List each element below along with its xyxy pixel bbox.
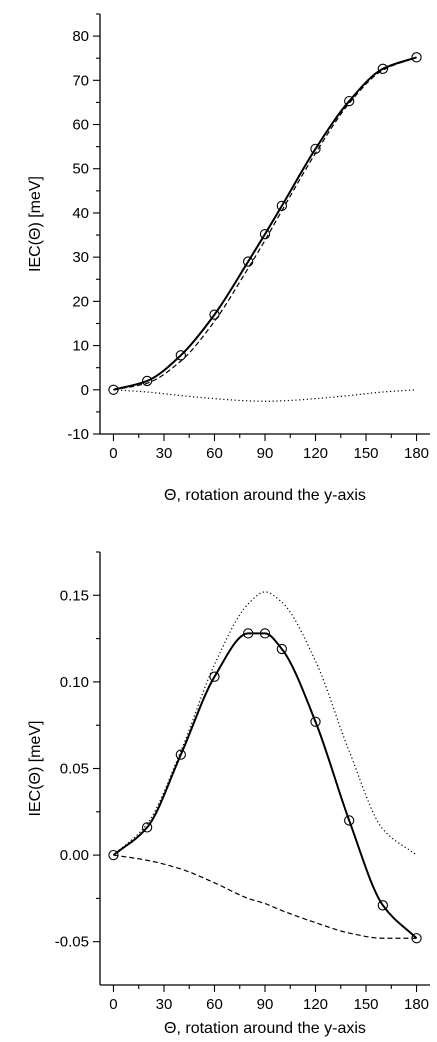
data-point-marker — [141, 822, 153, 833]
lower-chart-panel: -0.05 0.00 0.05 0.10 0.15 0 30 60 90 120 150 180 Θ, … — [27, 551, 430, 1037]
y-axis-label: IEC(Θ) [meV] — [27, 176, 44, 272]
x-tick-label: 180 — [404, 996, 429, 1013]
x-tick-label: 30 — [156, 445, 173, 462]
data-point-marker — [243, 628, 254, 639]
data-point-marker — [209, 309, 220, 320]
series-dashed-line — [113, 56, 417, 391]
y-tick-label: 0.05 — [60, 761, 89, 778]
x-tick-label: 0 — [109, 445, 117, 462]
series-dotted-line — [113, 591, 417, 856]
x-tick-label: 150 — [354, 996, 379, 1013]
data-point-marker — [377, 900, 389, 911]
data-point-marker — [175, 749, 186, 760]
data-point-marker — [259, 628, 271, 639]
y-tick-label: 20 — [72, 293, 89, 310]
x-tick-label: 90 — [257, 445, 274, 462]
series-dotted-line — [113, 389, 417, 402]
y-axis-label: IEC(Θ) [meV] — [27, 720, 44, 816]
data-point-marker — [209, 671, 220, 682]
data-point-marker — [411, 52, 422, 63]
upper-chart-panel: -10 0 10 20 30 40 50 60 70 80 0 30 60 90 120 150 180 Θ, r… — [27, 13, 430, 504]
y-tick-label: 60 — [72, 117, 89, 134]
x-tick-label: 90 — [257, 996, 274, 1013]
series-solid-line — [113, 56, 417, 391]
data-point-marker — [344, 815, 355, 826]
series-solid-line — [112, 632, 418, 939]
y-tick-label: 0 — [81, 382, 89, 399]
series-dashed-line — [113, 854, 417, 939]
data-point-marker — [175, 350, 186, 361]
y-tick-label: 10 — [72, 338, 89, 355]
y-tick-label: 80 — [72, 28, 89, 45]
x-tick-label: 180 — [404, 445, 429, 462]
data-point-marker — [344, 95, 355, 107]
data-point-marker — [141, 375, 153, 387]
data-point-marker — [108, 849, 119, 861]
x-tick-label: 60 — [206, 996, 223, 1013]
y-tick-label: 0.00 — [60, 847, 89, 864]
y-tick-label: -10 — [67, 426, 89, 443]
data-point-marker — [310, 716, 321, 727]
x-tick-label: 30 — [156, 996, 173, 1013]
x-tick-label: 60 — [206, 445, 223, 462]
x-tick-label: 0 — [109, 996, 117, 1013]
y-tick-label: 40 — [72, 205, 89, 222]
y-tick-label: 30 — [72, 249, 89, 266]
x-axis-label: Θ, rotation around the y-axis — [164, 1020, 366, 1037]
x-tick-label: 150 — [354, 445, 379, 462]
y-tick-label: 70 — [72, 72, 89, 89]
x-axis-label: Θ, rotation around the y-axis — [164, 487, 366, 504]
y-tick-label: -0.05 — [55, 934, 89, 951]
data-point-marker — [259, 229, 271, 240]
y-tick-label: 50 — [72, 161, 89, 178]
data-point-marker — [377, 63, 389, 74]
data-point-marker — [243, 256, 254, 267]
y-tick-label: 0.15 — [60, 587, 89, 604]
y-tick-label: 0.10 — [60, 674, 89, 691]
x-tick-label: 120 — [303, 996, 328, 1013]
x-tick-label: 120 — [303, 445, 328, 462]
data-point-marker — [276, 643, 287, 655]
